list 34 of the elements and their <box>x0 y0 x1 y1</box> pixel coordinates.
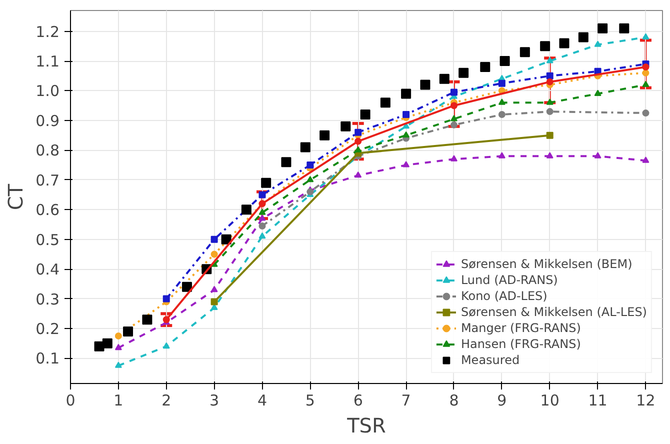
legend-label: Sørensen & Mikkelsen (BEM) <box>460 256 632 272</box>
y-tick-label: 1.0 <box>36 82 60 100</box>
y-tick-label: 0.6 <box>36 201 60 220</box>
x-tick-label: 1 <box>114 392 124 410</box>
x-tick-label: 4 <box>257 392 268 410</box>
x-tick-label: 5 <box>305 392 315 410</box>
y-axis-title: CT <box>4 183 28 210</box>
legend-label: Measured <box>460 352 520 368</box>
y-tick-label: 0.4 <box>36 260 60 279</box>
x-tick-label: 12 <box>636 392 656 410</box>
x-tick-label: 2 <box>162 392 172 410</box>
y-tick-label: 0.8 <box>36 142 60 160</box>
y-tick-label: 0.1 <box>36 350 60 368</box>
x-tick-label: 7 <box>401 392 411 410</box>
x-axis-title: TSR <box>346 414 386 438</box>
legend-label: Manger (FRG-RANS) <box>460 320 581 336</box>
y-tick-label: 0.2 <box>36 320 60 338</box>
y-tick-label: 0.5 <box>36 230 60 249</box>
y-tick-label: 0.9 <box>36 112 60 130</box>
x-tick-label: 10 <box>540 392 560 410</box>
x-tick-label: 8 <box>449 392 459 410</box>
legend-label: Hansen (FRG-RANS) <box>460 336 581 352</box>
y-tick-label: 0.3 <box>36 290 60 308</box>
x-tick-label: 11 <box>588 392 608 410</box>
legend-label: Kono (AD-LES) <box>460 288 548 304</box>
y-tick-label: 1.1 <box>36 52 60 71</box>
y-tick-label: 0.7 <box>36 171 60 190</box>
x-tick-label: 3 <box>210 392 220 410</box>
legend-label: Sørensen & Mikkelsen (AL-LES) <box>460 304 647 320</box>
y-tick-label: 1.2 <box>36 22 60 41</box>
x-tick-label: 6 <box>353 392 363 410</box>
legend-label: Lund (AD-RANS) <box>460 272 558 288</box>
x-tick-label: 9 <box>497 392 507 410</box>
x-tick-label: 0 <box>66 392 76 410</box>
